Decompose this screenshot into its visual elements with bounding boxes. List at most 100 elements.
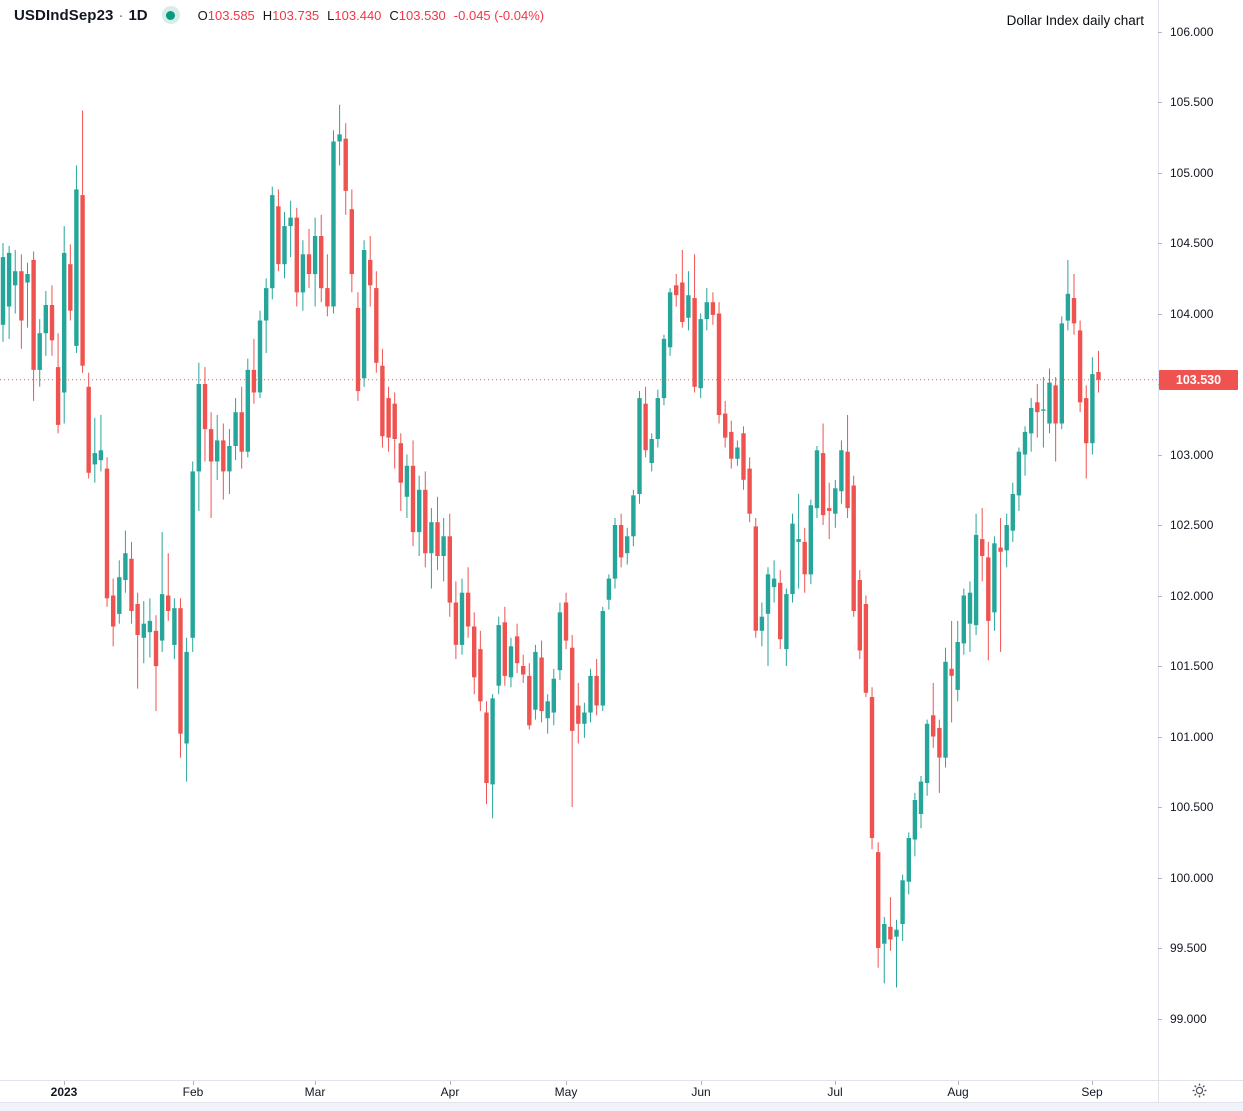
price-tick-mark — [1158, 172, 1162, 174]
candle-body — [270, 195, 275, 289]
candle-body — [294, 217, 299, 293]
candle-body — [196, 384, 201, 472]
candle-body — [490, 698, 495, 785]
candle-body — [343, 138, 348, 191]
time-tick-label: Feb — [182, 1085, 204, 1099]
candle-body — [325, 288, 330, 307]
candle-body — [625, 536, 630, 554]
candle-body — [857, 580, 862, 651]
candle-body — [1047, 382, 1052, 424]
candle-body — [827, 508, 832, 511]
candle-body — [863, 604, 869, 693]
time-tick-mark — [701, 1081, 702, 1085]
time-tick-mark — [958, 1081, 959, 1085]
candle-body — [276, 206, 281, 265]
candle-body — [655, 398, 660, 439]
time-tick-label: May — [554, 1085, 578, 1099]
high-key: H — [262, 7, 273, 23]
price-tick-label: 103.000 — [1170, 447, 1214, 462]
chart-annotation: Dollar Index daily chart — [1006, 13, 1144, 28]
price-tick-label: 101.000 — [1170, 729, 1214, 744]
candle-body — [980, 539, 985, 556]
candle-body — [368, 259, 373, 286]
candle-body — [808, 505, 813, 575]
price-tick-mark — [1158, 736, 1162, 738]
candle-body — [545, 701, 550, 719]
candle-body — [716, 313, 722, 415]
candle-body — [931, 715, 936, 737]
candle-body — [521, 666, 526, 675]
candle-body — [710, 302, 716, 315]
candle-body — [618, 525, 624, 558]
price-tick-mark — [1158, 595, 1162, 597]
candle-body — [955, 642, 960, 690]
price-tick-mark — [1158, 807, 1162, 808]
candle-body — [606, 578, 612, 600]
interval-label[interactable]: 1D — [128, 6, 148, 24]
symbol-name[interactable]: USDIndSep23 — [14, 6, 114, 24]
candle-body — [392, 403, 397, 439]
candle-body — [49, 305, 55, 341]
candle-body — [221, 440, 226, 472]
price-tick-label: 102.500 — [1170, 518, 1214, 532]
time-tick-mark — [193, 1081, 194, 1085]
candle-body — [1096, 372, 1101, 380]
candle-body — [973, 534, 979, 626]
candle-body — [729, 431, 734, 459]
candle-body — [502, 622, 507, 676]
candle-body — [918, 781, 924, 814]
candle-body — [686, 295, 691, 318]
candle-body — [398, 443, 403, 483]
time-tick-mark — [566, 1081, 567, 1085]
candle-body — [600, 611, 605, 706]
time-axis[interactable]: 2023 Feb Mar Apr May Jun Jul Aug Sep — [0, 1081, 1158, 1102]
candle-body — [135, 604, 140, 635]
candle-body — [410, 465, 416, 533]
candle-body — [86, 386, 91, 473]
candle-body — [998, 547, 1003, 552]
price-axis[interactable]: 106.000 105.500 105.000 104.500 104.000 103.5… — [1158, 0, 1243, 1080]
high-value: 103.735 — [272, 7, 320, 23]
candle-body — [496, 625, 501, 686]
candle-body — [563, 602, 569, 641]
price-tick-mark — [1158, 102, 1162, 103]
time-tick-mark — [450, 1081, 451, 1085]
candle-body — [949, 668, 954, 676]
candle-body — [337, 134, 342, 142]
candle-body — [74, 189, 79, 346]
candle-body — [582, 712, 587, 724]
candle-body — [771, 578, 777, 588]
candlestick-plot[interactable] — [0, 0, 1158, 1080]
candle-body — [166, 595, 171, 611]
candle-body — [43, 305, 48, 334]
candle-body — [319, 236, 324, 289]
candle-body — [833, 488, 838, 514]
candle-body — [159, 594, 165, 641]
candle-body — [557, 612, 563, 671]
candle-body — [643, 403, 648, 451]
candle-body — [453, 602, 459, 645]
candle-body — [796, 539, 801, 542]
candle-body — [349, 209, 354, 275]
candle-body — [374, 288, 379, 363]
candle-body — [814, 450, 820, 509]
candle-body — [245, 369, 250, 452]
price-tick-label: 102.000 — [1170, 588, 1214, 603]
gear-icon[interactable] — [1192, 1083, 1207, 1098]
low-key: L — [327, 7, 335, 23]
candle-body — [851, 485, 856, 611]
candle-body — [943, 661, 948, 758]
candle-body — [92, 453, 97, 465]
candle-body — [417, 489, 422, 533]
candle-body — [576, 705, 581, 724]
candle-body — [906, 838, 911, 882]
bottom-toolbar-strip — [0, 1102, 1243, 1111]
candle-body — [6, 252, 12, 307]
candle-body — [937, 728, 942, 758]
candle-body — [184, 651, 189, 744]
candle-body — [1035, 402, 1040, 413]
candle-body — [869, 697, 875, 838]
candle-body — [31, 259, 36, 370]
candle-body — [447, 536, 452, 603]
